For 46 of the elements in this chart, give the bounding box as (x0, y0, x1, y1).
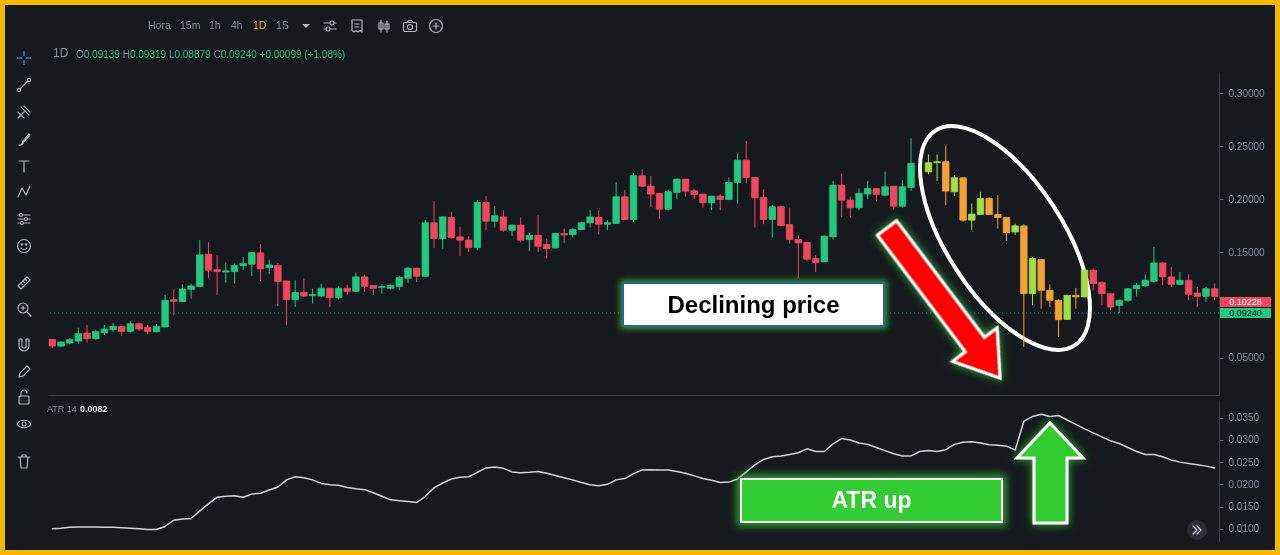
candlestick (621, 189, 629, 221)
y-tick-label: 0.0150 (1228, 501, 1260, 512)
y-tick-label: 0.30000 (1228, 87, 1266, 99)
candlestick (499, 209, 508, 233)
candlestick (525, 232, 534, 252)
text: 1h (209, 19, 221, 32)
text: 1D (53, 46, 69, 61)
candlestick (430, 200, 438, 249)
candlestick (300, 278, 308, 298)
y-tick-label: 0.05000 (1228, 352, 1266, 364)
line-series (51, 413, 1216, 531)
text: Hora (148, 19, 171, 32)
annotation: ATR 14 (47, 404, 77, 415)
candlestick (595, 209, 603, 236)
text: 1D (253, 19, 267, 32)
candlestick (491, 205, 499, 229)
y-tick-label: 0.15000 (1228, 246, 1266, 258)
candlestick (83, 324, 91, 344)
ref-line-label: 0.09240 (1229, 308, 1262, 319)
y-tick-label: 0.20000 (1228, 193, 1266, 205)
y-tick-label: 0.0300 (1228, 434, 1260, 446)
candlestick (482, 195, 490, 231)
candlestick (560, 228, 568, 244)
candlestick (439, 216, 447, 250)
candlestick (291, 279, 299, 308)
y-tick-label: 0.0100 (1228, 523, 1260, 535)
candlestick (881, 171, 889, 196)
candlestick (326, 287, 334, 308)
text: O0.09139 H0.09319 L0.08879 C0.09240 +0.00099 (+1.08%) (76, 49, 346, 60)
candlestick (517, 217, 525, 243)
text: 15m (180, 19, 201, 32)
text: 1S (276, 19, 289, 32)
y-tick-label: 0.25000 (1228, 140, 1266, 152)
candlestick (950, 174, 959, 197)
text: 4h (231, 19, 243, 32)
y-tick-label: 0.0250 (1228, 456, 1260, 468)
candlestick (1176, 271, 1184, 286)
y-tick-label: 0.0350 (1228, 412, 1260, 424)
candlestick (256, 243, 265, 282)
candlestick (1072, 287, 1080, 310)
candlestick (768, 204, 776, 239)
annotation: 0.0082 (80, 404, 108, 415)
text: 0.10228 (1220, 297, 1271, 307)
candlestick (170, 288, 178, 316)
candlestick (352, 272, 360, 293)
y-tick-label: 0.0200 (1228, 478, 1260, 490)
